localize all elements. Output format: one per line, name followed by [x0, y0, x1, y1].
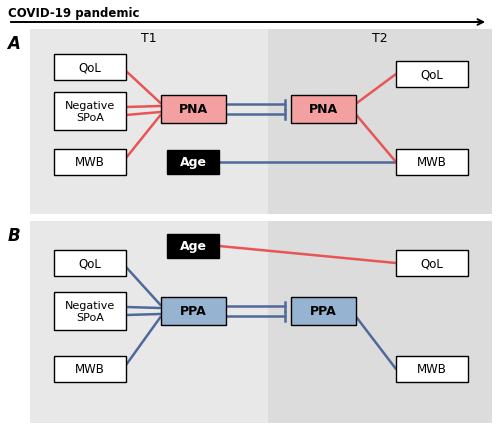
Text: PPA: PPA [180, 305, 206, 318]
Text: Age: Age [180, 240, 206, 253]
Text: QoL: QoL [78, 257, 102, 270]
Text: QoL: QoL [78, 61, 102, 74]
FancyBboxPatch shape [167, 150, 219, 175]
FancyBboxPatch shape [396, 356, 468, 382]
FancyBboxPatch shape [54, 292, 126, 330]
FancyBboxPatch shape [160, 96, 226, 124]
Text: PNA: PNA [308, 103, 338, 116]
Bar [30, 221, 268, 423]
FancyBboxPatch shape [167, 234, 219, 258]
FancyBboxPatch shape [54, 356, 126, 382]
Text: MWB: MWB [417, 156, 447, 169]
Text: QoL: QoL [420, 257, 444, 270]
Text: COVID-19 pandemic: COVID-19 pandemic [8, 7, 140, 21]
FancyBboxPatch shape [160, 297, 226, 325]
Text: B: B [8, 227, 20, 244]
Text: T1: T1 [141, 31, 157, 44]
Bar [268, 30, 492, 215]
Text: MWB: MWB [75, 156, 105, 169]
Bar [268, 221, 492, 423]
Text: Negative
SPoA: Negative SPoA [65, 101, 115, 123]
FancyBboxPatch shape [54, 150, 126, 175]
FancyBboxPatch shape [290, 297, 356, 325]
Text: Age: Age [180, 156, 206, 169]
Text: PPA: PPA [310, 305, 336, 318]
FancyBboxPatch shape [396, 62, 468, 88]
FancyBboxPatch shape [396, 150, 468, 175]
FancyBboxPatch shape [290, 96, 356, 124]
Text: A: A [8, 35, 20, 53]
Text: MWB: MWB [75, 362, 105, 376]
FancyBboxPatch shape [54, 55, 126, 81]
Text: QoL: QoL [420, 68, 444, 81]
Text: Negative
SPoA: Negative SPoA [65, 301, 115, 322]
Bar [30, 30, 268, 215]
FancyBboxPatch shape [54, 93, 126, 131]
Text: T2: T2 [372, 31, 388, 44]
Text: MWB: MWB [417, 362, 447, 376]
FancyBboxPatch shape [54, 250, 126, 276]
Text: PNA: PNA [178, 103, 208, 116]
FancyBboxPatch shape [396, 250, 468, 276]
